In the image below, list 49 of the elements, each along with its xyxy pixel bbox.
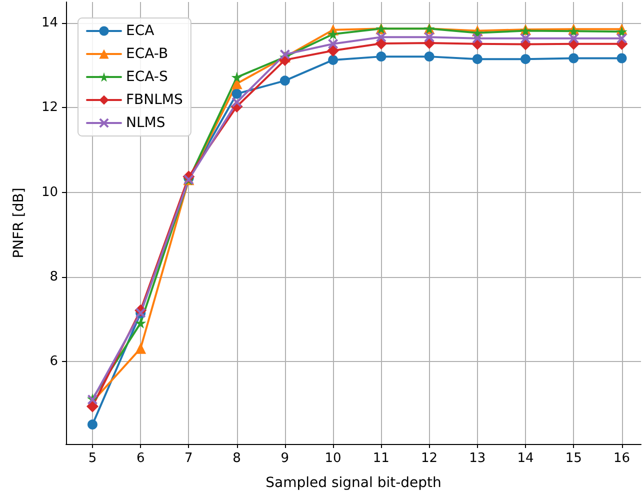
- y-axis-title: PNFR [dB]: [11, 188, 27, 258]
- y-tick-label: 14: [41, 16, 58, 31]
- point: [328, 28, 339, 40]
- point: [424, 32, 434, 42]
- x-tick-label: 5: [88, 451, 97, 466]
- point: [231, 72, 242, 83]
- y-tick-label: 6: [50, 354, 58, 370]
- y-tick-label: 12: [41, 100, 58, 116]
- point: [86, 400, 98, 412]
- x-tick-label: 13: [469, 451, 486, 466]
- legend-label: FBNLMS: [126, 92, 184, 108]
- point: [280, 76, 290, 86]
- point: [376, 32, 386, 42]
- point: [135, 318, 146, 329]
- legend-label: ECA-B: [126, 46, 168, 62]
- point: [280, 49, 290, 60]
- point: [424, 52, 434, 62]
- x-tick-label: 15: [565, 451, 582, 466]
- x-tick-label: 12: [421, 451, 438, 466]
- point: [376, 52, 386, 62]
- point: [328, 38, 338, 49]
- point: [520, 33, 531, 44]
- legend-label: NLMS: [126, 115, 166, 131]
- x-tick-label: 7: [184, 451, 193, 466]
- point: [232, 97, 242, 108]
- point: [472, 33, 482, 44]
- point: [87, 420, 98, 430]
- point: [327, 44, 340, 57]
- x-axis-title: Sampled signal bit-depth: [266, 475, 442, 491]
- point: [232, 88, 242, 99]
- point: [616, 33, 627, 44]
- x-tick-label: 6: [136, 451, 145, 466]
- point: [328, 54, 338, 65]
- x-tick-label: 8: [232, 451, 241, 466]
- point: [568, 53, 579, 64]
- legend-label: ECA-S: [126, 69, 168, 85]
- x-tick-label: 16: [613, 451, 630, 466]
- y-tick-label: 8: [50, 269, 58, 284]
- point: [135, 342, 146, 354]
- y-tick-label: 10: [41, 184, 58, 200]
- legend-label: ECA: [126, 23, 155, 39]
- x-tick-label: 9: [280, 451, 290, 466]
- point: [472, 54, 482, 64]
- x-tick-label: 10: [324, 451, 342, 466]
- x-tick-label: 14: [517, 451, 534, 466]
- point: [568, 33, 579, 44]
- point: [616, 53, 627, 64]
- point: [520, 54, 531, 64]
- x-tick-label: 11: [372, 451, 390, 466]
